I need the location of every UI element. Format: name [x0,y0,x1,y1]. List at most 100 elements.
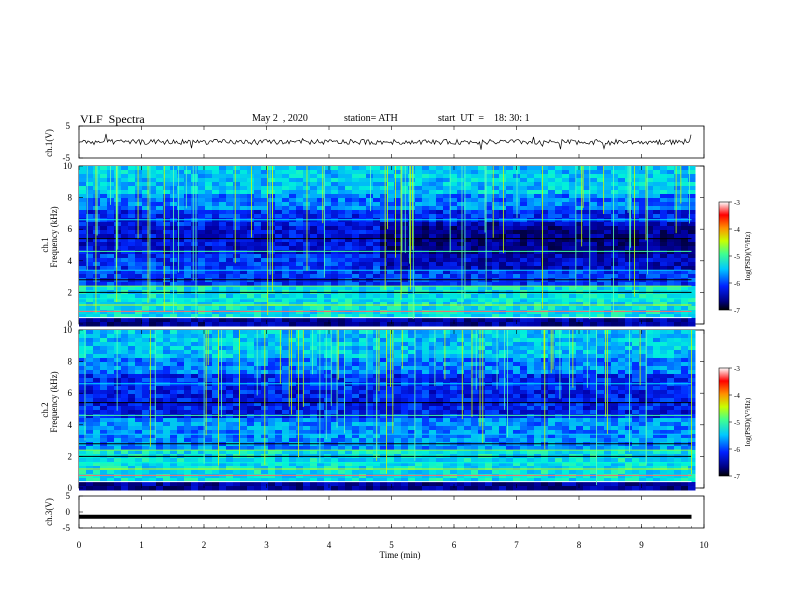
spectrogram-cell [639,222,647,227]
spectrogram-cell [359,234,367,239]
spectrogram-cell [625,170,633,175]
spectrogram-cell [541,242,549,247]
spectrogram-cell [464,182,472,187]
spectrogram-cell [296,362,304,367]
spectrogram-cell [261,274,269,279]
spectrogram-cell [492,206,500,211]
spectrogram-cell [198,334,206,339]
spectrogram-cell [219,294,227,299]
spectrogram-cell [548,166,556,171]
spectrogram-cell [268,186,276,191]
spectrogram-cell [401,350,409,355]
spectrogram-cell [359,306,367,311]
spectrogram-cell [555,378,563,383]
spectrogram-cell [492,274,500,279]
spectrogram-cell [177,274,185,279]
spectrogram-cell [387,166,395,171]
spectrogram-cell [457,294,465,299]
spectrogram-cell [359,214,367,219]
spectrogram-cell [387,214,395,219]
spectrogram-cell [254,386,262,391]
spectrogram-cell [240,190,248,195]
spectrogram-cell [359,246,367,251]
spectrogram-cell [331,254,339,259]
spectrogram-cell [247,286,255,291]
spectrogram-cell [135,230,143,235]
spectrogram-cell [121,246,129,251]
spectrogram-cell [268,166,276,171]
spectrogram-cell [149,390,157,395]
spectrogram-cell [646,214,654,219]
spectrogram-cell [163,194,171,199]
spectrogram-cell [394,166,402,171]
spectrogram-cell [520,354,528,359]
spectrogram-cell [345,194,353,199]
spectrogram-cell [86,270,94,275]
spectrogram-cell [282,310,290,315]
spectrogram-cell [247,294,255,299]
spectrogram-cell [478,314,486,319]
spectrogram-cell [471,246,479,251]
spectrogram-cell [639,366,647,371]
spectrogram-cell [597,314,605,319]
spectrogram-cell [499,186,507,191]
spectrogram-cell [562,206,570,211]
spectrogram-cell [646,218,654,223]
spectrogram-cell [471,358,479,363]
spectrogram-cell [492,198,500,203]
spectrogram-cell [660,306,668,311]
spectrogram-cell [366,170,374,175]
spectrogram-cell [289,238,297,243]
spectrogram-cell [632,266,640,271]
spectrogram-cell [191,186,199,191]
spectrogram-cell [373,182,381,187]
spectrogram-cell [303,286,311,291]
spectrogram-cell [604,242,612,247]
spectrogram-cell [541,170,549,175]
spectrogram-cell [408,198,416,203]
spectrogram-cell [380,330,388,335]
spectrogram-cell [590,186,598,191]
spectrogram-cell [296,254,304,259]
spectrogram-cell [198,294,206,299]
spectrogram-cell [226,174,234,179]
spectrogram-cell [93,358,101,363]
spectrogram-cell [233,238,241,243]
spectrogram-cell [548,366,556,371]
spectrogram-cell [646,334,654,339]
spectrogram-cell [226,366,234,371]
spectrogram-cell [604,238,612,243]
spectrogram-cell [464,190,472,195]
spectrogram-cell [345,258,353,263]
spectrogram-cell [359,298,367,303]
spectrogram-cell [555,350,563,355]
spectrogram-cell [506,190,514,195]
spectrogram-cell [590,210,598,215]
spectrogram-cell [632,342,640,347]
spectrogram-cell [688,234,696,239]
spectrogram-cell [107,362,115,367]
spectrogram-cell [660,238,668,243]
spectrogram-cell [366,306,374,311]
spectrogram-cell [485,374,493,379]
spectrogram-cell [324,306,332,311]
spectrogram-cell [254,374,262,379]
spectrogram-cell [555,238,563,243]
spectrogram-cell [247,226,255,231]
spectrogram-cell [338,302,346,307]
spectrogram-cell [429,306,437,311]
spectrogram-cell [275,294,283,299]
spectrogram-cell [324,202,332,207]
spectrogram-cell [527,174,535,179]
spectrogram-cell [170,354,178,359]
spectrogram-cell [275,370,283,375]
spectrogram-cell [296,202,304,207]
spectrogram-cell [394,358,402,363]
spectrogram-cell [268,370,276,375]
spectrogram-cell [520,222,528,227]
spectrogram-cell [555,282,563,287]
spectrogram-cell [597,294,605,299]
spectrogram-cell [149,166,157,171]
spectrogram-cell [317,206,325,211]
spectrogram-cell [450,350,458,355]
